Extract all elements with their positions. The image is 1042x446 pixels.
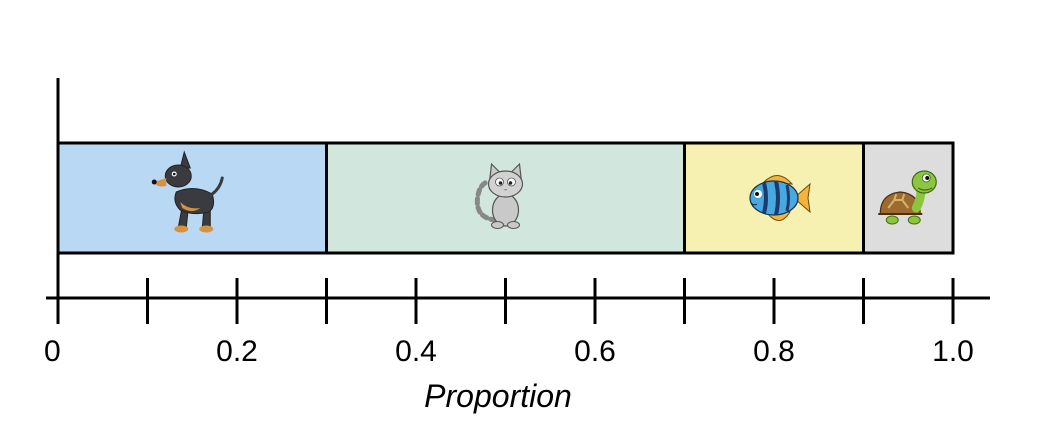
- cat-icon: [474, 162, 524, 229]
- x-tick-label: 0.6: [574, 335, 616, 368]
- turtle-icon: [878, 170, 937, 225]
- x-axis-ticks: [56, 278, 955, 324]
- x-tick-label: 0.8: [753, 335, 795, 368]
- x-tick-label: 0.4: [395, 335, 437, 368]
- x-axis-tick-labels: 0 0.2 0.4 0.6 0.8 1.0: [44, 335, 974, 368]
- x-tick-label: 0.2: [216, 335, 258, 368]
- x-tick-label: 1.0: [932, 335, 974, 368]
- x-axis-title: Proportion: [424, 378, 572, 414]
- x-tick-label: 0: [44, 335, 61, 368]
- fish-icon: [749, 175, 811, 221]
- segment-fish: [683, 141, 865, 255]
- dog-icon: [151, 150, 224, 233]
- bar-segments: [56, 141, 955, 255]
